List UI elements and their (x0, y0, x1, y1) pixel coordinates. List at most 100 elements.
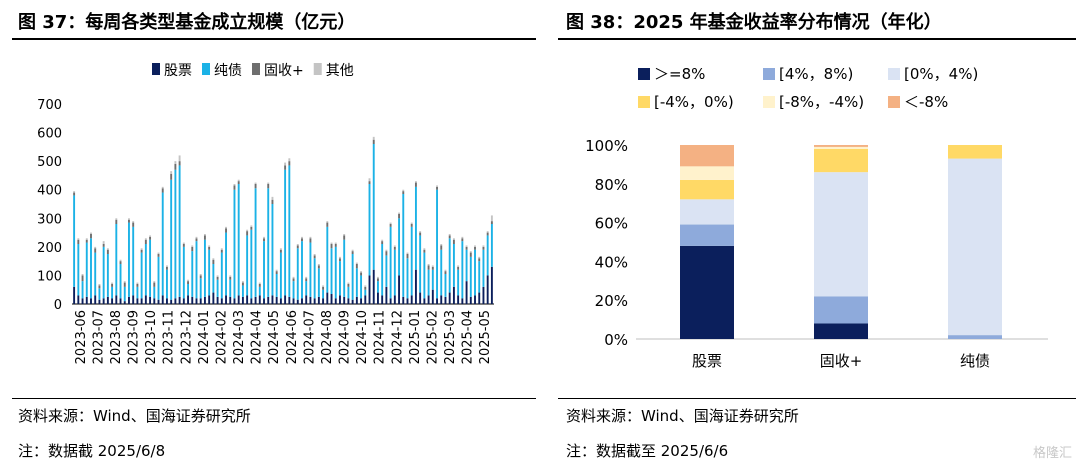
bar-segment-1 (377, 281, 379, 293)
right-figure-title: 图 38：2025 年基金收益率分布情况（年化） (566, 12, 942, 33)
bar-segment-0 (313, 298, 316, 304)
bar-segment-1 (284, 169, 287, 296)
bar-segment-1 (461, 241, 464, 299)
bar-segment-3 (351, 249, 354, 252)
bar-segment-0 (457, 295, 460, 304)
bar-segment-3 (948, 145, 1002, 159)
bar-segment-3 (288, 158, 291, 162)
bar-segment-3 (241, 281, 244, 283)
bar-segment-1 (157, 256, 160, 300)
legend-swatch-2 (888, 68, 900, 80)
legend-label-1: [4%，8%) (779, 65, 853, 83)
x-tick-label: 2024-08 (320, 310, 335, 364)
x-category-label: 纯债 (960, 352, 990, 370)
bar-segment-3 (144, 238, 147, 240)
bar-segment-0 (465, 281, 468, 304)
legend-label-2: [0%，4%) (904, 65, 978, 83)
bar-segment-3 (195, 236, 198, 239)
bar-segment-3 (313, 254, 316, 256)
bar-segment-2 (309, 238, 312, 243)
bar-segment-3 (372, 136, 375, 140)
y-tick-label: 200 (37, 241, 62, 256)
bar-segment-2 (182, 244, 185, 247)
bar-segment-0 (385, 286, 388, 304)
bar-segment-1 (128, 222, 130, 297)
bar-segment-0 (474, 295, 476, 304)
watermark-logo: 格隆汇 (1032, 446, 1072, 461)
bar-segment-2 (355, 264, 358, 269)
bar-segment-1 (267, 188, 270, 297)
bar-segment-3 (436, 185, 438, 187)
bar-segment-1 (212, 264, 215, 293)
bar-segment-2 (343, 235, 346, 240)
bar-segment-2 (263, 238, 265, 242)
bar-segment-1 (339, 261, 341, 296)
bar-segment-3 (271, 196, 274, 200)
left-source-text: 资料来源：Wind、国海证券研究所 (18, 407, 251, 425)
x-tick-label: 2024-02 (214, 310, 229, 364)
left-figure-panel: 图 37：每周各类型基金成立规模（亿元） 股票 纯债 固收+ 其他 0 100 200 300… (12, 12, 536, 460)
bar-segment-1 (486, 235, 489, 276)
bar-segment-0 (203, 296, 206, 304)
bar-segment-1 (440, 249, 443, 296)
left-note-text: 注：数据截 2025/6/8 (18, 442, 166, 460)
bar-segment-0 (355, 296, 358, 304)
bar-segment-0 (216, 296, 219, 304)
bar-segment-1 (136, 286, 139, 299)
bar-segment-1 (263, 241, 265, 299)
bar-segment-3 (267, 182, 270, 184)
legend-swatch-4 (763, 96, 775, 108)
bar-segment-3 (360, 271, 363, 273)
bar-segment-3 (136, 282, 139, 284)
bar-segment-2 (225, 228, 227, 233)
bar-segment-5 (814, 145, 868, 147)
bar-segment-2 (330, 244, 333, 249)
bar-segment-2 (427, 265, 430, 270)
bar-segment-3 (203, 234, 206, 236)
bar-segment-5 (680, 145, 734, 167)
bar-segment-0 (241, 296, 244, 304)
bar-segment-3 (406, 252, 409, 254)
bar-segment-1 (474, 249, 476, 296)
bar-segment-1 (178, 165, 181, 297)
right-title-rule (558, 38, 1076, 40)
bar-segment-2 (478, 258, 481, 262)
bar-segment-2 (385, 251, 388, 256)
bar-segment-0 (296, 299, 299, 304)
bar-segment-3 (237, 179, 240, 182)
bar-segment-3 (284, 162, 287, 166)
bar-segment-2 (123, 282, 126, 287)
x-tick-label: 2025-02 (425, 310, 440, 364)
bar-segment-3 (111, 282, 114, 284)
bar-segment-0 (191, 296, 194, 304)
bar-segment-3 (486, 231, 489, 233)
bar-segment-2 (166, 266, 168, 270)
bar-segment-3 (77, 238, 80, 240)
left-figure-title: 图 37：每周各类型基金成立规模（亿元） (18, 12, 356, 33)
x-tick-label: 2025-04 (461, 310, 476, 364)
bar-segment-3 (355, 262, 358, 264)
bar-segment-3 (279, 248, 282, 250)
bar-segment-2 (153, 282, 156, 287)
bar-segment-2 (161, 188, 164, 193)
bar-segment-2 (195, 238, 198, 242)
bar-segment-2 (279, 249, 282, 253)
bar-segment-1 (482, 249, 485, 287)
bar-segment-2 (381, 241, 384, 244)
bar-segment-1 (465, 249, 468, 282)
bar-segment-1 (355, 268, 358, 297)
bar-segment-1 (275, 274, 278, 297)
bar-segment-3 (301, 236, 303, 239)
bar-segment-3 (469, 251, 472, 253)
bar-segment-3 (410, 222, 413, 224)
bar-segment-1 (94, 252, 97, 296)
bar-segment-2 (423, 249, 426, 253)
bar-segment-3 (330, 242, 333, 244)
bar-segment-0 (258, 295, 261, 304)
bar-segment-1 (81, 281, 84, 299)
bar-segment-3 (220, 248, 223, 250)
bar-segment-3 (258, 282, 261, 284)
bar-segment-3 (296, 244, 299, 246)
bar-segment-0 (461, 298, 464, 304)
bar-segment-0 (288, 296, 291, 304)
